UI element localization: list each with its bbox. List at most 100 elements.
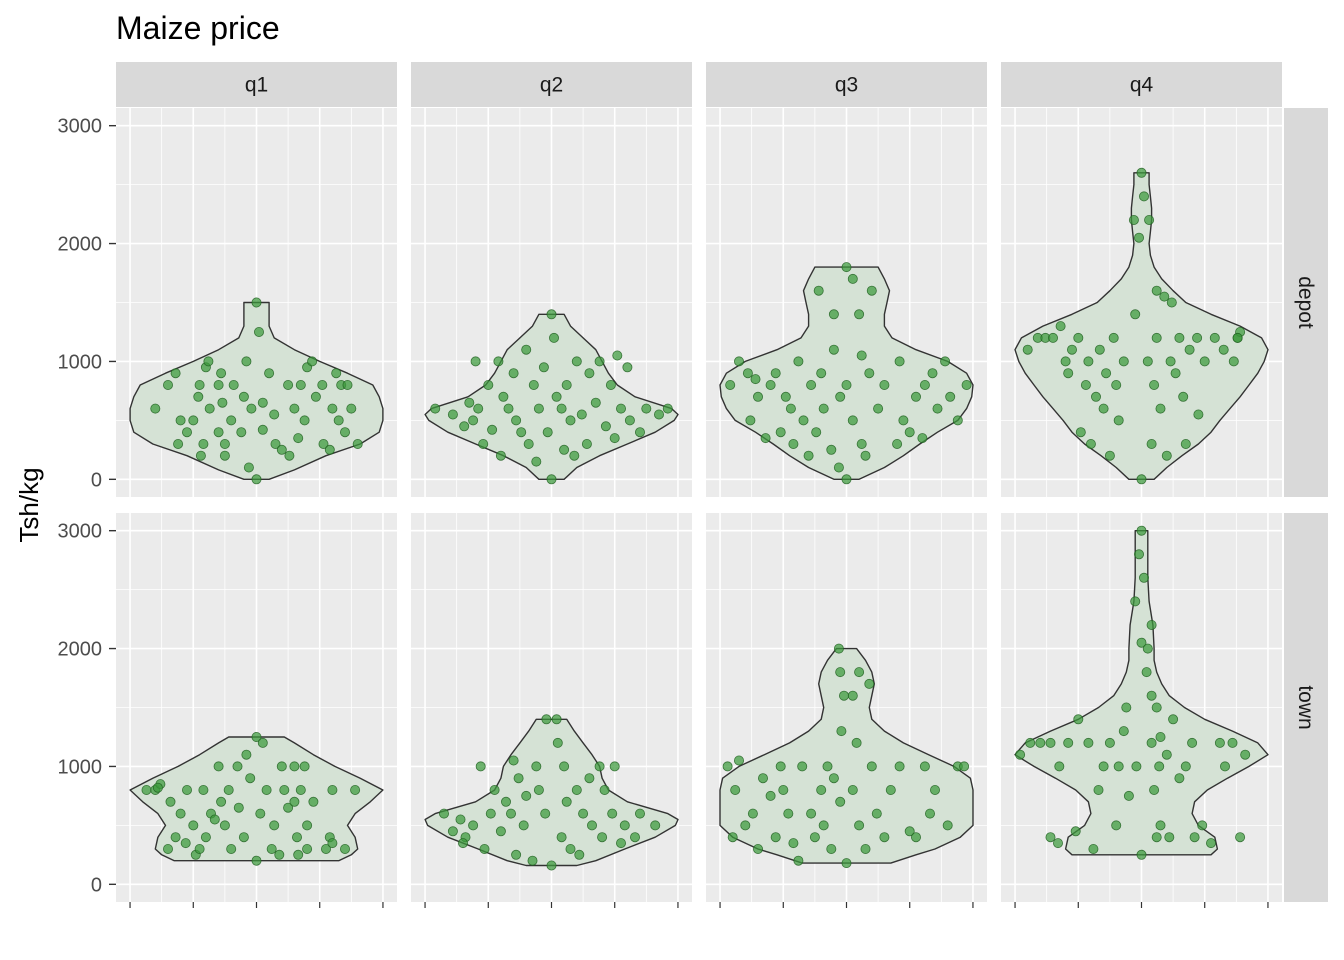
data-point — [841, 262, 852, 273]
data-point — [1054, 761, 1065, 772]
data-point — [750, 374, 761, 385]
data-point — [518, 820, 529, 831]
violin-group-q1-depot — [129, 297, 384, 485]
strip-top-q4: q4 — [1001, 62, 1282, 107]
data-point — [516, 427, 527, 438]
data-point — [511, 849, 522, 860]
data-point — [607, 808, 618, 819]
data-point — [1093, 785, 1104, 796]
data-point — [1073, 714, 1084, 725]
data-point — [942, 820, 953, 831]
data-point — [241, 749, 252, 760]
data-point — [327, 785, 338, 796]
data-point — [793, 356, 804, 367]
strip-label: q3 — [835, 74, 858, 97]
data-point — [487, 424, 498, 435]
data-point — [1151, 832, 1162, 843]
data-point — [162, 379, 173, 390]
strip-right-town: town — [1284, 513, 1328, 902]
data-point — [760, 433, 771, 444]
data-point — [261, 785, 272, 796]
x-axis-q1 — [129, 902, 384, 908]
data-point — [780, 391, 791, 402]
data-point — [1220, 761, 1231, 772]
data-point — [470, 356, 481, 367]
data-point — [542, 427, 553, 438]
strip-top-q2: q2 — [411, 62, 692, 107]
data-point — [503, 403, 514, 414]
data-point — [213, 761, 224, 772]
y-tick-label: 1000 — [58, 756, 103, 778]
data-point — [500, 796, 511, 807]
data-point — [635, 427, 646, 438]
data-point — [473, 403, 484, 414]
data-point — [295, 379, 306, 390]
data-point — [193, 391, 204, 402]
data-point — [594, 356, 605, 367]
data-point — [1199, 356, 1210, 367]
data-point — [833, 643, 844, 654]
data-point — [622, 362, 633, 373]
data-point — [283, 802, 294, 813]
data-point — [498, 391, 509, 402]
violin-group-q4-depot — [1014, 167, 1269, 485]
data-point — [270, 438, 281, 449]
data-point — [495, 450, 506, 461]
data-point — [1098, 761, 1109, 772]
violin-group-q2-town — [424, 714, 679, 871]
data-point — [513, 773, 524, 784]
data-point — [1168, 714, 1179, 725]
data-point — [600, 421, 611, 432]
data-point — [1022, 344, 1033, 355]
data-point — [856, 350, 867, 361]
data-point — [1149, 785, 1160, 796]
data-point — [538, 362, 549, 373]
data-point — [310, 391, 321, 402]
data-point — [195, 450, 206, 461]
data-point — [1149, 379, 1160, 390]
data-point — [1166, 297, 1177, 308]
data-point — [350, 785, 361, 796]
data-point — [302, 844, 313, 855]
data-point — [904, 427, 915, 438]
data-point — [765, 790, 776, 801]
data-point — [1193, 409, 1204, 420]
data-point — [765, 379, 776, 390]
data-point — [1085, 438, 1096, 449]
data-point — [204, 403, 215, 414]
data-point — [904, 826, 915, 837]
data-point — [495, 826, 506, 837]
data-point — [1136, 474, 1147, 485]
y-tick-label: 3000 — [58, 521, 103, 543]
data-point — [1088, 844, 1099, 855]
data-point — [1055, 321, 1066, 332]
strip-background — [1284, 513, 1328, 902]
data-point — [770, 832, 781, 843]
data-point — [581, 438, 592, 449]
data-point — [578, 808, 589, 819]
data-point — [318, 438, 329, 449]
strip-right-depot: depot — [1284, 108, 1328, 497]
data-point — [1075, 427, 1086, 438]
data-point — [841, 379, 852, 390]
violin — [424, 718, 679, 867]
data-point — [528, 379, 539, 390]
data-point — [635, 808, 646, 819]
data-point — [219, 438, 230, 449]
data-point — [219, 820, 230, 831]
data-point — [1146, 690, 1157, 701]
data-point — [892, 438, 903, 449]
data-point — [468, 820, 479, 831]
data-point — [1053, 838, 1064, 849]
data-point — [725, 379, 736, 390]
data-point — [847, 415, 858, 426]
violin — [1014, 530, 1269, 856]
data-point — [813, 285, 824, 296]
data-point — [213, 427, 224, 438]
data-point — [788, 838, 799, 849]
data-point — [574, 849, 585, 860]
data-point — [730, 785, 741, 796]
data-point — [175, 808, 186, 819]
data-point — [253, 326, 264, 337]
